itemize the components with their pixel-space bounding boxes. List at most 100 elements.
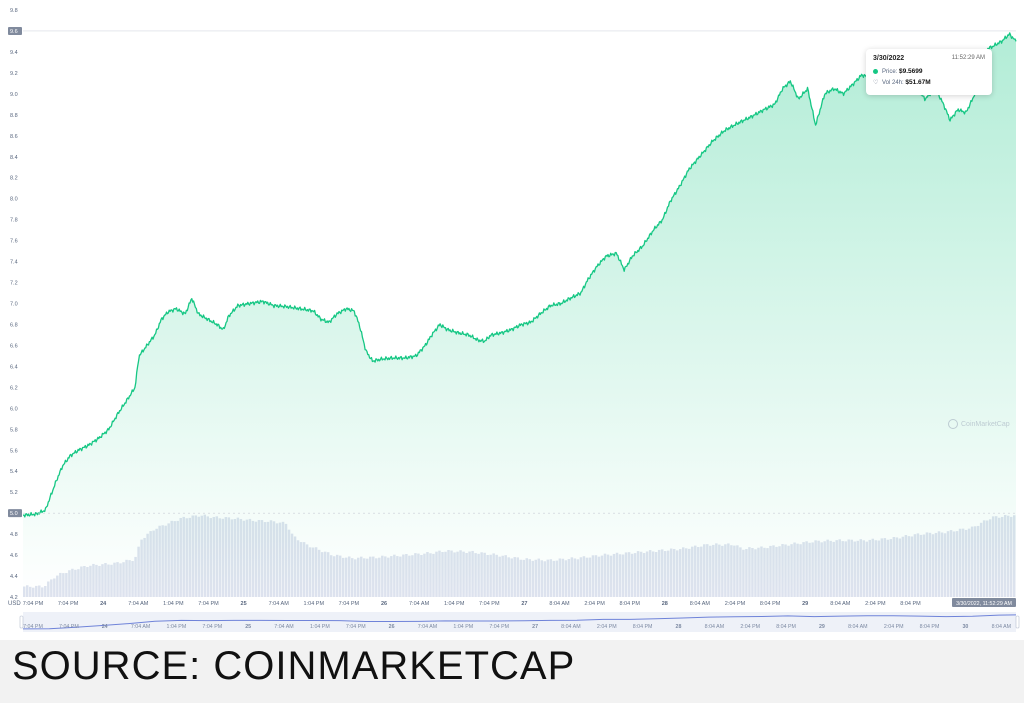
- nav-tick-label: 2:04 PM: [884, 624, 904, 630]
- tooltip-volume-value: $51.67M: [905, 79, 931, 86]
- y-tick-label: 4.6: [10, 553, 18, 559]
- x-tick-label: 7:04 AM: [128, 601, 149, 607]
- nav-tick-label: 27: [532, 624, 538, 630]
- x-tick-label: 7:04 PM: [339, 601, 360, 607]
- start-price-marker: 5.0: [10, 511, 18, 517]
- y-tick-label: 6.4: [10, 364, 18, 370]
- x-tick-label: 26: [381, 601, 387, 607]
- x-end-marker-bg: [952, 598, 1016, 607]
- y-tick-label: 7.6: [10, 239, 18, 245]
- nav-tick-label: 8:04 AM: [848, 624, 867, 630]
- y-tick-label: 4.2: [10, 595, 18, 601]
- y-tick-label: 8.8: [10, 113, 18, 119]
- x-tick-label: 1:04 PM: [163, 601, 184, 607]
- volume-heart-icon: ♡: [873, 80, 879, 86]
- tooltip-price-value: $9.5699: [899, 68, 923, 75]
- x-tick-label: 29: [802, 601, 808, 607]
- x-tick-label: 28: [662, 601, 668, 607]
- x-tick-label: 24: [100, 601, 107, 607]
- nav-tick-label: 26: [389, 624, 395, 630]
- tooltip-time: 11:52:29 AM: [951, 55, 985, 61]
- y-tick-label: 9.2: [10, 71, 18, 77]
- nav-tick-label: 8:04 AM: [561, 624, 580, 630]
- tooltip-volume-row: ♡ Vol 24h: $51.67M: [873, 79, 931, 86]
- source-caption-bar: SOURCE: COINMARKETCAP: [0, 640, 1024, 703]
- x-tick-label: 8:04 PM: [760, 601, 781, 607]
- y-tick-label: 9.8: [10, 8, 18, 14]
- x-tick-label: 7:04 AM: [409, 601, 430, 607]
- y-tick-label: 8.2: [10, 176, 18, 182]
- tooltip-volume-label: Vol 24h:: [882, 80, 904, 86]
- nav-tick-label: 30: [962, 624, 968, 630]
- y-tick-label: 8.4: [10, 155, 18, 161]
- y-tick-label: 5.6: [10, 448, 18, 454]
- y-tick-label: 7.0: [10, 302, 18, 308]
- nav-tick-label: 2:04 PM: [597, 624, 617, 630]
- price-line: [22, 32, 1017, 518]
- start-price-marker-bg: [8, 509, 22, 518]
- navigator-right-handle[interactable]: [1015, 615, 1020, 629]
- current-price-marker: 9.6: [10, 29, 18, 35]
- y-tick-label: 7.4: [10, 260, 18, 266]
- x-tick-label: 1:04 PM: [444, 601, 465, 607]
- y-tick-label: 5.8: [10, 427, 18, 433]
- y-tick-label: 7.2: [10, 281, 18, 287]
- y-tick-label: 4.4: [10, 574, 18, 580]
- chart-canvas: 4.2 4.4 4.6 4.8 5.2 5.4 5.6 5.8 6.0 6.2 6.4 6.6 6.8 7…: [8, 8, 1020, 632]
- tooltip-price-row: Price: $9.5699: [873, 68, 923, 75]
- x-tick-label: 7:04 PM: [479, 601, 500, 607]
- nav-tick-label: 7:04 PM: [346, 624, 366, 630]
- nav-tick-label: 7:04 PM: [202, 624, 222, 630]
- current-price-marker-bg: [8, 27, 22, 35]
- x-tick-label: 7:04 AM: [269, 601, 290, 607]
- hover-tooltip: 3/30/2022 11:52:29 AM Price: $9.5699 ♡ Vo…: [866, 49, 992, 95]
- navigator-left-handle[interactable]: [19, 615, 24, 629]
- nav-tick-label: 7:04 PM: [23, 624, 43, 630]
- x-tick-label: 2:04 PM: [725, 601, 746, 607]
- nav-tick-label: 29: [819, 624, 825, 630]
- x-tick-label: 25: [241, 601, 247, 607]
- y-tick-label: 6.8: [10, 323, 18, 329]
- x-tick-label: 8:04 AM: [830, 601, 851, 607]
- y-tick-label: 4.8: [10, 532, 18, 538]
- nav-tick-label: 1:04 PM: [453, 624, 473, 630]
- y-tick-label: 8.6: [10, 134, 18, 140]
- watermark: CoinMarketCap: [948, 418, 1010, 430]
- nav-tick-label: 7:04 AM: [418, 624, 437, 630]
- nav-tick-label: 7:04 AM: [274, 624, 293, 630]
- nav-tick-label: 1:04 PM: [167, 624, 187, 630]
- nav-tick-label: 7:04 AM: [131, 624, 150, 630]
- y-tick-label: 6.6: [10, 343, 18, 349]
- x-end-marker: 3/30/2022, 11:52:29 AM: [956, 601, 1012, 607]
- x-tick-label: 7:04 PM: [23, 601, 44, 607]
- x-tick-label: 2:04 PM: [584, 601, 605, 607]
- tooltip-date: 3/30/2022: [873, 55, 905, 62]
- nav-tick-label: 1:04 PM: [310, 624, 330, 630]
- nav-tick-label: 24: [102, 624, 108, 630]
- nav-tick-label: 28: [676, 624, 682, 630]
- navigator-track: [23, 612, 1016, 632]
- currency-label: USD: [8, 601, 21, 607]
- nav-tick-label: 8:04 AM: [705, 624, 724, 630]
- x-tick-label: 8:04 AM: [549, 601, 570, 607]
- y-tick-label: 9.0: [10, 92, 18, 98]
- price-line-group: [22, 32, 1017, 518]
- tooltip-price-label: Price:: [882, 69, 898, 75]
- x-tick-label: 7:04 PM: [58, 601, 79, 607]
- price-area: [23, 32, 1016, 597]
- nav-tick-label: 7:04 PM: [489, 624, 509, 630]
- nav-tick-label: 8:04 PM: [920, 624, 940, 630]
- nav-tick-label: 25: [245, 624, 251, 630]
- source-caption: SOURCE: COINMARKETCAP: [12, 644, 576, 688]
- nav-tick-label: 2:04 PM: [740, 624, 760, 630]
- navigator-line: [22, 614, 1017, 630]
- x-tick-label: 2:04 PM: [865, 601, 886, 607]
- time-axis: USD 7:04 PM 7:04 PM 24 7:04 AM 1:04 PM 7:04 PM…: [8, 598, 1016, 607]
- price-area-fill: [23, 32, 1016, 597]
- price-chart: 4.2 4.4 4.6 4.8 5.2 5.4 5.6 5.8 6.0 6.2 6.4 6.6 6.8 7…: [8, 8, 1020, 632]
- y-tick-label: 9.4: [10, 50, 18, 56]
- x-tick-label: 7:04 PM: [198, 601, 219, 607]
- y-tick-label: 7.8: [10, 218, 18, 224]
- range-navigator[interactable]: 7:04 PM 7:04 PM 24 7:04 AM 1:04 PM 7:04 PM 25 7…: [19, 612, 1020, 632]
- y-tick-label: 6.2: [10, 385, 18, 391]
